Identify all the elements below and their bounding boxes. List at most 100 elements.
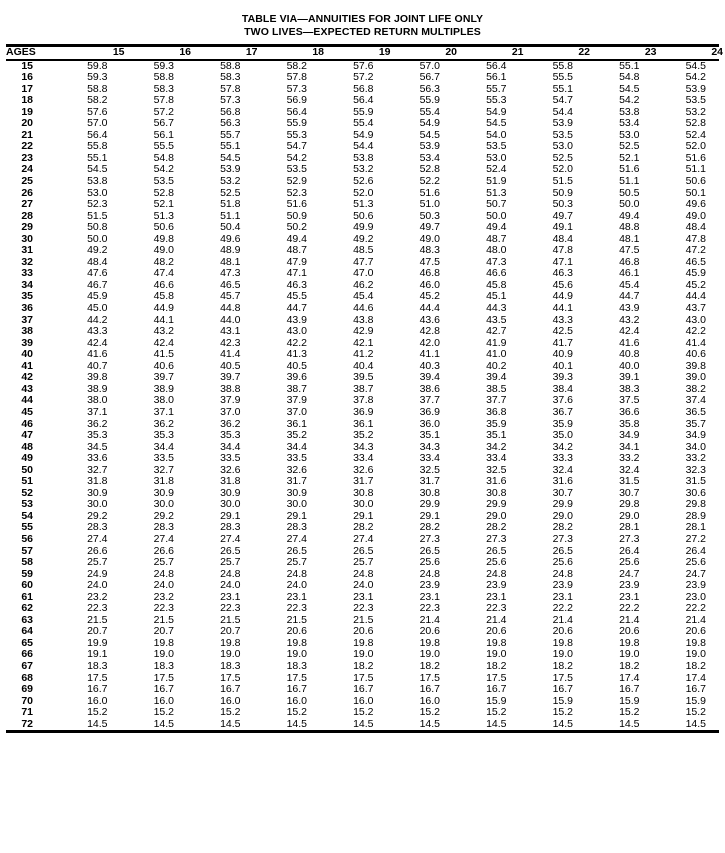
table-cell: 37.7 (486, 394, 507, 407)
table-cell: 32.6 (353, 463, 374, 476)
table-row: 16 59.3 58.8 58.3 57.8 57.2 56.7 56.1 55.5 54.8 54… (6, 72, 723, 84)
table-cell: 35.0 (552, 429, 573, 442)
table-cell: 45.4 (353, 290, 374, 303)
table-cell: 17.4 (685, 671, 706, 684)
table-cell: 37.4 (685, 394, 706, 407)
table-cell: 17.4 (619, 671, 640, 684)
table-cell: 15.9 (685, 694, 706, 707)
table-cell: 18.3 (220, 659, 241, 672)
table-cell: 35.3 (87, 429, 108, 442)
row-header-age: 63 (21, 613, 33, 626)
row-header-age: 15 (21, 59, 33, 72)
table-cell: 48.8 (619, 221, 640, 234)
table-cell: 36.7 (552, 405, 573, 418)
row-header-age: 24 (21, 163, 33, 176)
table-cell: 47.1 (552, 255, 573, 268)
table-cell: 31.5 (685, 475, 706, 488)
row-header-age: 51 (21, 475, 33, 488)
table-cell: 56.7 (419, 71, 440, 84)
table-cell: 24.0 (87, 579, 108, 592)
row-header-age: 50 (21, 463, 33, 476)
table-cell: 50.9 (286, 209, 307, 222)
table-cell: 51.9 (486, 175, 507, 188)
table-cell: 53.2 (353, 163, 374, 176)
table-cell: 24.8 (153, 567, 174, 580)
table-cell: 30.7 (552, 486, 573, 499)
table-cell: 24.8 (353, 567, 374, 580)
table-cell: 42.4 (153, 336, 174, 349)
table-cell: 33.4 (353, 452, 374, 465)
table-cell: 49.9 (353, 221, 374, 234)
table-cell: 34.5 (87, 440, 108, 453)
table-cell: 51.1 (619, 175, 640, 188)
table-cell: 52.4 (685, 128, 706, 141)
table-cell: 32.4 (619, 463, 640, 476)
table-cell: 25.6 (619, 556, 640, 569)
table-row: 36 45.0 44.9 44.8 44.7 44.6 44.4 44.3 44.1 43.9 43… (6, 302, 723, 315)
table-row: 70 16.0 16.0 16.0 16.0 16.0 16.0 15.9 15.9 15.9 15… (6, 694, 723, 708)
table-cell: 54.7 (552, 94, 573, 107)
row-header-age: 42 (21, 371, 33, 384)
table-cell: 33.5 (153, 452, 174, 465)
table-cell: 54.5 (419, 128, 440, 141)
table-row: 63 21.5 21.5 21.5 21.5 21.5 21.4 21.4 21.4 21.4 21… (6, 613, 723, 627)
table-cell: 26.5 (220, 544, 241, 557)
table-cell: 40.7 (87, 359, 108, 372)
table-row: 58 25.7 25.7 25.7 25.7 25.7 25.6 25.6 25.6 25.6 25… (6, 557, 723, 569)
table-cell: 55.5 (552, 71, 573, 84)
table-cell: 57.2 (153, 105, 174, 118)
table-cell: 35.3 (220, 429, 241, 442)
table-cell: 44.2 (87, 313, 108, 326)
table-cell: 53.4 (619, 117, 640, 130)
table-cell: 48.9 (220, 244, 241, 257)
table-cell: 26.6 (87, 544, 108, 557)
table-row: 23 55.1 54.8 54.5 54.2 53.8 53.4 53.0 52.5 52.1 51… (6, 151, 723, 165)
table-cell: 36.1 (353, 417, 374, 430)
table-cell: 57.2 (353, 71, 374, 84)
table-cell: 50.9 (552, 186, 573, 199)
row-header-age: 39 (21, 336, 33, 349)
table-cell: 58.8 (153, 71, 174, 84)
table-row: 56 27.4 27.4 27.4 27.4 27.4 27.3 27.3 27.3 27.3 27… (6, 532, 723, 546)
table-cell: 14.5 (685, 717, 706, 730)
table-cell: 58.8 (220, 59, 241, 72)
table-cell: 29.9 (419, 498, 440, 511)
table-cell: 43.1 (220, 325, 241, 338)
table-cell: 39.6 (286, 371, 307, 384)
table-cell: 44.1 (153, 313, 174, 326)
table-row: 20 57.0 56.7 56.3 55.9 55.4 54.9 54.5 53.9 53.4 52… (6, 118, 723, 130)
table-cell: 28.2 (419, 521, 440, 534)
table-cell: 44.0 (220, 313, 241, 326)
table-cell: 53.8 (353, 151, 374, 164)
table-cell: 37.9 (286, 394, 307, 407)
table-cell: 44.7 (286, 302, 307, 315)
table-cell: 37.1 (153, 405, 174, 418)
table-cell: 36.2 (220, 417, 241, 430)
table-cell: 51.1 (220, 209, 241, 222)
row-header-age: 33 (21, 267, 33, 280)
table-cell: 45.1 (486, 290, 507, 303)
table-cell: 53.9 (220, 163, 241, 176)
table-cell: 28.3 (87, 521, 108, 534)
table-cell: 23.9 (552, 579, 573, 592)
table-cell: 29.9 (486, 498, 507, 511)
table-cell: 59.3 (87, 71, 108, 84)
table-cell: 46.5 (685, 255, 706, 268)
column-header-age-20: 20 (445, 46, 457, 58)
table-row: 55 28.3 28.3 28.3 28.3 28.2 28.2 28.2 28.2 28.1 28… (6, 522, 723, 534)
table-cell: 52.0 (353, 186, 374, 199)
table-row: 27 52.3 52.1 51.8 51.6 51.3 51.0 50.7 50.3 50.0 49… (6, 199, 723, 211)
header-bottom-rule (6, 58, 719, 61)
table-row: 19 57.6 57.2 56.8 56.4 55.9 55.4 54.9 54.4 53.8 53… (6, 105, 723, 119)
table-row: 37 44.2 44.1 44.0 43.9 43.8 43.6 43.5 43.3 43.2 43… (6, 313, 723, 327)
table-cell: 55.9 (353, 105, 374, 118)
table-cell: 27.2 (685, 532, 706, 545)
table-cell: 20.7 (220, 625, 241, 638)
table-cell: 43.0 (286, 325, 307, 338)
table-cell: 32.3 (685, 463, 706, 476)
table-cell: 56.4 (486, 59, 507, 72)
table-cell: 48.7 (286, 244, 307, 257)
table-cell: 18.3 (87, 659, 108, 672)
row-header-age: 44 (21, 394, 33, 407)
